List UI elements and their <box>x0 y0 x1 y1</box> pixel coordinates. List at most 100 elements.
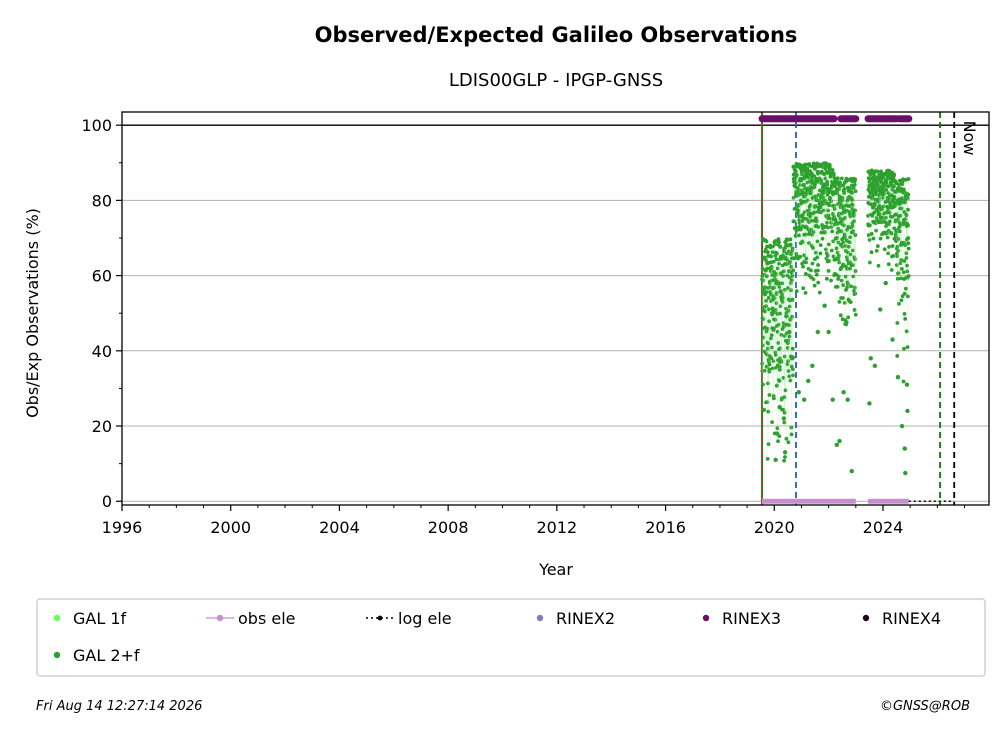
gal-2f-point <box>893 234 898 239</box>
gal-2f-point <box>820 236 825 241</box>
gal-2f-point <box>848 266 852 271</box>
legend-marker <box>53 614 61 622</box>
gal-2f-outlier <box>826 329 831 335</box>
gal-2f-point <box>905 345 910 350</box>
gal-2f-point <box>789 264 794 269</box>
gal-2f-point <box>774 271 779 276</box>
gal-2f-outlier <box>883 280 888 286</box>
gal-2f-point <box>827 203 832 208</box>
gal-2f-point <box>869 250 874 255</box>
gal-2f-point <box>761 382 765 387</box>
now-label: Now <box>960 121 979 156</box>
legend-entry: obs ele <box>206 609 296 628</box>
gal-2f-point <box>800 213 805 217</box>
gal-2f-point <box>875 244 880 248</box>
gal-2f-point <box>802 183 806 188</box>
gal-2f-point <box>829 225 834 229</box>
gal-2f-point <box>867 237 872 242</box>
gal-2f-point <box>810 261 815 266</box>
gal-2f-point <box>816 225 821 229</box>
axes-frame <box>121 111 990 506</box>
gal-2f-point <box>832 207 837 211</box>
gal-2f-point <box>827 163 832 168</box>
gal-2f-point <box>886 262 891 267</box>
gal-2f-point <box>906 207 910 212</box>
y-tick-label: 100 <box>81 116 112 135</box>
x-tick-label: 2020 <box>754 518 795 537</box>
x-tick-label: 2004 <box>319 518 360 537</box>
gal-2f-point <box>816 263 820 267</box>
gal-2f-point <box>814 272 819 277</box>
gal-2f-point <box>794 180 798 185</box>
gal-2f-point <box>807 220 811 225</box>
gal-2f-outlier <box>841 389 846 395</box>
gal-2f-point <box>887 245 891 249</box>
gal-2f-point <box>775 266 780 271</box>
gal-2f-point <box>780 281 785 286</box>
gal-2f-point <box>890 244 895 248</box>
gal-2f-outlier <box>895 374 901 380</box>
gal-2f-point <box>829 278 833 283</box>
gal-2f-point <box>905 269 910 274</box>
gal-2f-point <box>792 219 797 224</box>
gal-2f-point <box>835 176 840 181</box>
chart-subtitle: LDIS00GLP - IPGP-GNSS <box>449 70 663 91</box>
gal-2f-outlier <box>777 405 782 410</box>
gal-2f-point <box>850 248 855 253</box>
legend-entry: GAL 2+f <box>53 646 140 665</box>
gal-2f-point <box>851 274 856 279</box>
gal-2f-point <box>764 298 769 303</box>
gal-2f-point <box>770 244 775 249</box>
footer-credit: ©GNSS@ROB <box>880 699 970 714</box>
gal-2f-point <box>824 247 828 252</box>
gal-2f-point <box>818 251 823 256</box>
gal-2f-point <box>811 161 816 166</box>
gal-2f-outlier <box>849 468 854 474</box>
gal-2f-point <box>842 187 847 192</box>
gal-2f-outlier <box>837 438 842 444</box>
x-tick-label: 1996 <box>102 518 143 537</box>
gal-2f-point <box>868 223 872 228</box>
gal-2f-point <box>904 256 909 260</box>
legend-label: GAL 1f <box>73 609 127 628</box>
gal-2f-point <box>877 212 882 216</box>
gal-2f-point <box>838 313 843 318</box>
gal-2f-point <box>829 199 834 204</box>
gal-2f-point <box>811 246 815 250</box>
gal-2f-point <box>852 182 857 187</box>
gal-2f-point <box>906 236 911 240</box>
gal-2f-point <box>782 458 787 463</box>
gal-2f-point <box>767 362 772 367</box>
gal-2f-point <box>850 198 855 202</box>
gal-2f-point <box>788 237 793 242</box>
gal-2f-point <box>789 278 794 283</box>
gal-2f-point <box>833 184 838 189</box>
gal-2f-point <box>812 167 817 171</box>
gal-2f-point <box>776 439 780 444</box>
gal-2f-point <box>775 426 780 431</box>
gal-2f-point <box>776 257 781 262</box>
gal-2f-point <box>825 179 830 184</box>
gal-2f-point <box>905 294 910 299</box>
gal-2f-point <box>834 246 839 251</box>
legend-entry: RINEX3 <box>702 609 781 628</box>
gal-2f-point <box>763 247 768 252</box>
gal-2f-point <box>897 178 902 183</box>
gal-2f-point <box>801 264 805 269</box>
gal-2f-point <box>796 208 801 213</box>
gal-2f-point <box>792 256 797 261</box>
gal-2f-point <box>848 300 853 305</box>
gal-2f-point <box>837 300 842 304</box>
gal-2f-point <box>790 346 795 351</box>
gal-2f-point <box>778 346 782 351</box>
gal-2f-point <box>906 274 911 278</box>
gal-2f-point <box>819 181 824 186</box>
gal-2f-point <box>777 261 782 266</box>
gal-2f-point <box>773 239 778 243</box>
gal-2f-point <box>786 440 791 445</box>
gal-2f-point <box>815 268 820 273</box>
gal-2f-point <box>881 176 886 181</box>
gal-2f-point <box>902 311 907 316</box>
gal-2f-point <box>814 195 819 200</box>
gal-2f-outlier <box>903 470 908 476</box>
